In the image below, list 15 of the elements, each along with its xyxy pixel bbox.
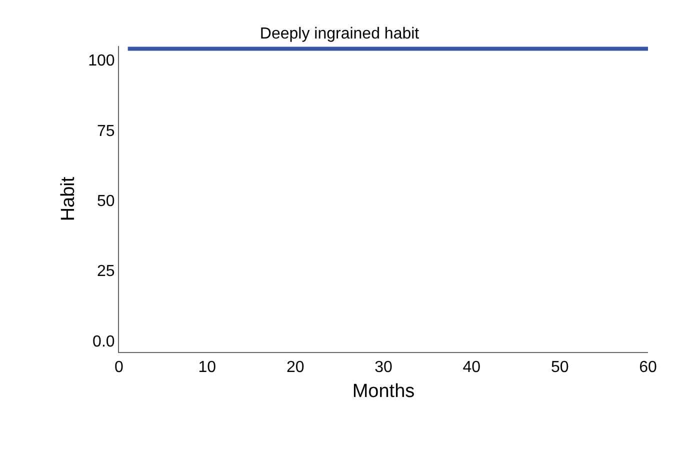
chart-title: Deeply ingrained habit [260,26,420,43]
x-tick-label: 10 [198,359,216,376]
x-tick-label: 60 [639,359,657,376]
x-tick-label: 0 [114,359,124,376]
x-tick-label: 50 [550,359,569,376]
y-tick-label: 75 [97,122,115,140]
x-tick-label: 20 [286,359,304,376]
x-axis-title: Months [352,381,415,402]
y-tick-label: 25 [97,263,115,280]
y-tick-label: 50 [97,193,115,210]
y-axis-title: Habit [58,176,79,222]
x-tick-label: 30 [374,359,392,376]
y-tick-label: 0.0 [92,333,115,350]
x-tick-label: 40 [462,359,481,376]
y-tick-label: 100 [88,52,115,70]
